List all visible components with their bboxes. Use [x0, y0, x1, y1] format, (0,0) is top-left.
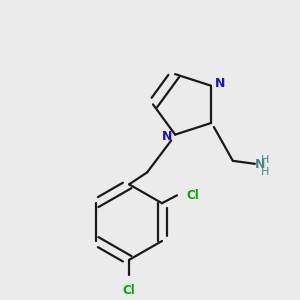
Text: Cl: Cl: [123, 284, 136, 297]
Text: H: H: [261, 155, 269, 165]
Text: N: N: [255, 158, 265, 171]
Text: Cl: Cl: [186, 189, 199, 202]
Text: N: N: [162, 130, 172, 143]
Text: N: N: [215, 77, 225, 90]
Text: H: H: [261, 167, 269, 177]
